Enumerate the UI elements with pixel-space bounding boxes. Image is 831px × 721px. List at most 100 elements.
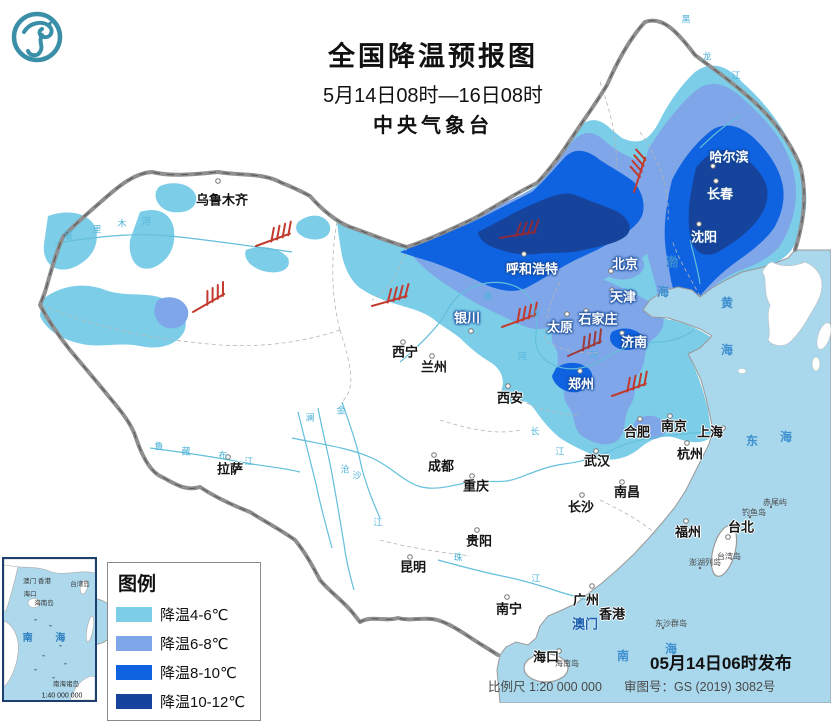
river-label: 木 xyxy=(117,218,127,229)
river-label: 沙 xyxy=(352,470,362,481)
city-dot xyxy=(474,527,480,533)
city-dot xyxy=(710,163,716,169)
city-dot xyxy=(619,479,625,485)
city-label: 重庆 xyxy=(462,478,490,494)
issued-time: 05月14日06时发布 xyxy=(650,654,792,673)
inset-label: 南海诸岛 xyxy=(53,680,79,688)
city-dot xyxy=(684,440,690,446)
city-dot xyxy=(593,448,599,454)
sea-label: 渤 xyxy=(665,255,679,269)
city-dot xyxy=(407,554,413,560)
city-dot xyxy=(637,416,643,422)
city-label: 长沙 xyxy=(567,499,595,515)
river-label: 河 xyxy=(517,351,527,362)
south-china-sea-inset: 澳门 香港 台湾岛 海口 海南岛南 海南海诸岛 1:40 000 000 xyxy=(2,557,97,702)
city-label: 南京 xyxy=(660,418,688,434)
island-label: 海南岛 xyxy=(555,659,579,668)
city-label: 合肥 xyxy=(623,424,651,440)
city-label: 郑州 xyxy=(567,376,595,392)
city-dot xyxy=(577,368,583,374)
city-label: 武汉 xyxy=(583,453,611,469)
legend-item: 降温4-6℃ xyxy=(116,604,252,625)
city-label: 杭州 xyxy=(676,446,704,462)
city-label: 兰州 xyxy=(420,359,448,375)
temp-region-10-12 xyxy=(478,149,768,255)
legend-label: 降温8-10℃ xyxy=(160,665,237,682)
national-border xyxy=(38,18,806,657)
river-label: 藏 xyxy=(181,446,191,457)
river-label: 长 xyxy=(530,426,540,437)
sea-label: 海 xyxy=(664,642,678,656)
city-label: 香港 xyxy=(598,606,626,622)
river-label: 塔 xyxy=(63,230,73,241)
city-label: 台北 xyxy=(727,519,755,535)
city-label: 广州 xyxy=(572,592,600,608)
city-label: 西安 xyxy=(496,390,524,406)
island-label: 钓鱼岛 xyxy=(742,508,766,517)
city-label: 澳门 xyxy=(571,616,599,632)
legend-label: 降温4-6℃ xyxy=(160,607,229,624)
city-dot xyxy=(667,413,673,419)
city-dot xyxy=(225,454,231,460)
legend-item: 降温6-8℃ xyxy=(116,633,252,654)
river-label: 江 xyxy=(731,70,741,81)
city-label: 呼和浩特 xyxy=(505,261,559,277)
forecast-map-stage: 全国降温预报图 5月14日08时—16日08时 中央气象台 乌鲁木齐 哈尔滨 长春沈… xyxy=(2,11,831,721)
map-meta: 比例尺 1:20 000 000 审图号：GS (2019) 3082号 xyxy=(488,681,797,694)
approval-number: 审图号：GS (2019) 3082号 xyxy=(623,680,776,694)
city-dot xyxy=(521,251,527,257)
cma-logo xyxy=(11,11,63,63)
city-label: 南昌 xyxy=(613,484,641,500)
inset-label: 海南岛 xyxy=(34,599,54,607)
legend-swatch xyxy=(116,665,152,680)
wind-barb-icon xyxy=(186,280,231,314)
city-label: 沈阳 xyxy=(690,229,718,245)
river-label: 金 xyxy=(336,405,346,416)
legend-swatch xyxy=(116,636,152,651)
sea-label: 黄 xyxy=(720,296,734,310)
river-label: 河 xyxy=(589,350,599,361)
legend-item: 降温10-12℃ xyxy=(116,691,252,712)
page-title: 全国降温预报图 xyxy=(328,41,538,72)
island-label: 澎湖列岛 xyxy=(689,558,721,567)
inset-label: 1:40 000 000 xyxy=(41,692,83,700)
city-dot xyxy=(556,648,562,654)
legend-label: 降温10-12℃ xyxy=(160,694,246,711)
legend-item: 降温8-10℃ xyxy=(116,662,252,683)
city-dot xyxy=(215,178,221,184)
river-label: 里 xyxy=(92,224,102,235)
forecast-period: 5月14日08时—16日08时 xyxy=(322,85,544,107)
city-label: 乌鲁木齐 xyxy=(195,192,249,208)
legend-swatch xyxy=(116,694,152,709)
river-label: 江 xyxy=(244,456,254,467)
city-label: 西宁 xyxy=(391,344,419,360)
legend-label: 降温6-8℃ xyxy=(160,636,229,653)
wind-barb-icon xyxy=(251,220,296,248)
legend-items: 降温4-6℃ 降温6-8℃ 降温8-10℃ 降温10-12℃ xyxy=(116,604,252,712)
city-dot xyxy=(619,330,625,336)
river-label: 江 xyxy=(373,517,383,528)
sea-label: 海 xyxy=(779,430,793,444)
island-label: 台湾岛 xyxy=(717,552,741,561)
river-label: 汾 xyxy=(531,308,541,319)
city-dot xyxy=(431,452,437,458)
city-dot xyxy=(400,339,406,345)
sea-label: 南 xyxy=(616,649,630,663)
inset-label: 澳门 香港 xyxy=(23,577,51,585)
river-label: 澜 xyxy=(305,412,315,423)
japan-island xyxy=(816,322,831,350)
city-label: 石家庄 xyxy=(578,311,618,327)
city-dot xyxy=(608,268,614,274)
legend-box: 图例 降温4-6℃ 降温6-8℃ 降温8-10℃ 降温10-12℃ xyxy=(107,562,261,721)
river-label: 布 xyxy=(218,450,228,461)
inset-label: 南 海 xyxy=(22,633,76,644)
city-dot xyxy=(505,383,511,389)
scale-label: 比例尺 1:20 000 000 xyxy=(488,680,602,694)
sea-label: 海 xyxy=(720,343,734,357)
inset-label: 台湾岛 xyxy=(70,580,90,588)
city-dot xyxy=(725,534,731,540)
city-label: 南宁 xyxy=(495,601,523,617)
province-borders xyxy=(41,81,701,557)
agency-name: 中央气象台 xyxy=(373,115,493,137)
river-label: 黄 xyxy=(483,291,493,302)
